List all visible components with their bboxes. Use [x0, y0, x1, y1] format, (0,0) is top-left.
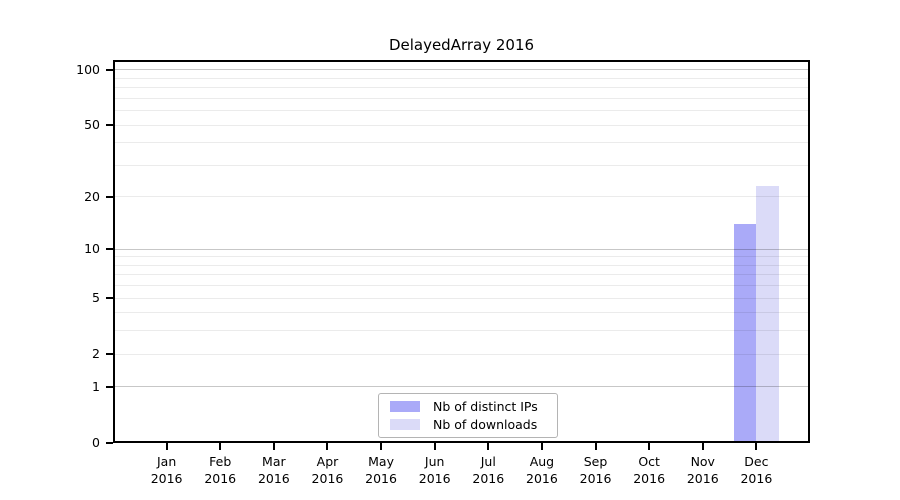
x-tick-mark	[165, 443, 168, 450]
legend: Nb of distinct IPs Nb of downloads	[378, 393, 558, 438]
legend-row: Nb of distinct IPs	[379, 398, 557, 416]
x-tick-label-oct: Oct 2016	[617, 453, 681, 487]
y-tick-label: 50	[84, 117, 100, 133]
month-label: Apr	[316, 454, 339, 469]
month-label: Dec	[744, 454, 769, 469]
year-label: 2016	[472, 471, 505, 486]
x-tick-label-nov: Nov 2016	[671, 453, 735, 487]
gridline-major	[113, 386, 810, 388]
y-tick-mark	[106, 248, 113, 251]
x-tick-mark	[594, 443, 597, 450]
y-tick-mark	[106, 68, 113, 71]
x-tick-mark	[487, 443, 490, 450]
legend-label: Nb of distinct IPs	[433, 398, 538, 414]
gridline-minor	[113, 285, 810, 287]
gridline-minor	[113, 124, 810, 126]
y-tick-label: 20	[84, 188, 100, 204]
month-label: Jun	[424, 454, 445, 469]
x-tick-label-dec: Dec 2016	[724, 453, 788, 487]
gridline-major	[113, 248, 810, 250]
y-tick-label: 1	[92, 378, 100, 394]
x-tick-mark	[433, 443, 436, 450]
x-tick-label-feb: Feb 2016	[188, 453, 252, 487]
year-label: 2016	[204, 471, 237, 486]
y-tick-label: 10	[84, 241, 100, 257]
x-tick-mark	[648, 443, 651, 450]
x-tick-label-sep: Sep 2016	[564, 453, 628, 487]
y-tick-label: 0	[92, 435, 100, 450]
month-label: May	[368, 454, 394, 469]
legend-swatch	[390, 401, 420, 412]
bar-dec-distinct-ips	[733, 224, 757, 443]
y-tick-label: 5	[92, 290, 100, 306]
gridline-minor	[113, 297, 810, 299]
year-label: 2016	[579, 471, 612, 486]
month-label: Nov	[690, 454, 715, 469]
gridline-minor	[113, 77, 810, 79]
x-tick-label-may: May 2016	[349, 453, 413, 487]
month-label: Aug	[529, 454, 555, 469]
year-label: 2016	[740, 471, 773, 486]
gridline-major	[113, 69, 810, 71]
gridline-minor	[113, 87, 810, 89]
gridline-minor	[113, 274, 810, 276]
year-label: 2016	[311, 471, 344, 486]
year-label: 2016	[686, 471, 719, 486]
year-label: 2016	[150, 471, 183, 486]
gridline-minor	[113, 330, 810, 332]
x-tick-label-mar: Mar 2016	[242, 453, 306, 487]
year-label: 2016	[526, 471, 558, 486]
gridline-minor	[113, 196, 810, 198]
year-label: 2016	[418, 471, 451, 486]
month-label: Mar	[262, 454, 286, 469]
y-tick-mark	[106, 442, 113, 444]
gridline-minor	[113, 264, 810, 266]
legend-row: Nb of downloads	[379, 416, 557, 434]
gridline-minor	[113, 97, 810, 99]
x-tick-mark	[380, 443, 383, 450]
x-tick-mark	[755, 443, 758, 450]
bar-dec-downloads	[756, 186, 779, 443]
x-tick-label-jun: Jun 2016	[403, 453, 467, 487]
y-tick-mark	[106, 385, 113, 388]
month-label: Jan	[156, 454, 177, 469]
x-tick-label-aug: Aug 2016	[510, 453, 574, 487]
x-tick-mark	[326, 443, 329, 450]
gridline-minor	[113, 312, 810, 314]
y-tick-mark	[106, 124, 113, 127]
x-tick-label-jul: Jul 2016	[456, 453, 520, 487]
month-label: Sep	[583, 454, 608, 469]
x-tick-label-apr: Apr 2016	[295, 453, 359, 487]
x-tick-mark	[219, 443, 222, 450]
x-tick-mark	[540, 443, 543, 450]
year-label: 2016	[257, 471, 290, 486]
year-label: 2016	[633, 471, 666, 486]
y-tick-mark	[106, 353, 113, 356]
legend-swatch	[390, 419, 420, 430]
month-label: Jul	[480, 454, 496, 469]
month-label: Oct	[638, 454, 660, 469]
x-tick-label-jan: Jan 2016	[135, 453, 199, 487]
month-label: Feb	[209, 454, 232, 469]
gridline-minor	[113, 256, 810, 258]
gridline-minor	[113, 110, 810, 112]
y-tick-mark	[106, 195, 113, 198]
gridline-minor	[113, 142, 810, 144]
x-tick-mark	[701, 443, 704, 450]
gridline-minor	[113, 164, 810, 166]
x-tick-mark	[272, 443, 275, 450]
y-tick-label: 2	[92, 346, 100, 362]
year-label: 2016	[365, 471, 397, 486]
gridline-minor	[113, 353, 810, 355]
y-tick-mark	[106, 297, 113, 300]
chart-title: DelayedArray 2016	[388, 36, 535, 54]
y-tick-label: 100	[76, 61, 100, 77]
legend-label: Nb of downloads	[433, 416, 538, 432]
